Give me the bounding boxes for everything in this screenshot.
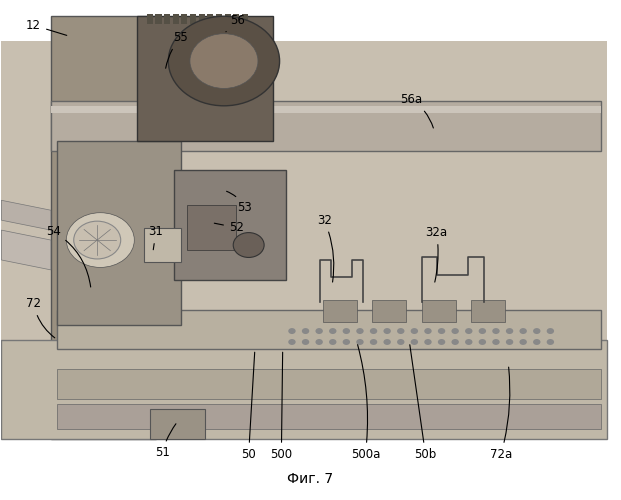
Text: 500a: 500a xyxy=(351,344,380,461)
Circle shape xyxy=(233,232,264,258)
Circle shape xyxy=(329,328,337,334)
Circle shape xyxy=(465,328,473,334)
Text: 12: 12 xyxy=(26,18,66,36)
FancyBboxPatch shape xyxy=(137,16,273,140)
Circle shape xyxy=(302,339,309,345)
Circle shape xyxy=(356,339,364,345)
Circle shape xyxy=(533,328,540,334)
Text: 54: 54 xyxy=(46,225,91,287)
Circle shape xyxy=(329,339,337,345)
Circle shape xyxy=(492,339,500,345)
Text: 50b: 50b xyxy=(410,344,437,461)
Circle shape xyxy=(343,339,350,345)
Circle shape xyxy=(383,328,391,334)
Circle shape xyxy=(479,339,486,345)
FancyBboxPatch shape xyxy=(216,14,222,24)
Text: 32: 32 xyxy=(317,214,334,282)
Circle shape xyxy=(546,328,554,334)
FancyBboxPatch shape xyxy=(199,14,205,24)
Circle shape xyxy=(370,339,378,345)
FancyBboxPatch shape xyxy=(150,409,206,439)
Polygon shape xyxy=(1,200,51,230)
Circle shape xyxy=(546,339,554,345)
Polygon shape xyxy=(1,230,51,270)
Text: 32a: 32a xyxy=(425,226,448,282)
FancyBboxPatch shape xyxy=(57,404,601,429)
Text: 53: 53 xyxy=(227,192,252,214)
FancyBboxPatch shape xyxy=(1,340,607,439)
Text: 500: 500 xyxy=(270,352,292,461)
FancyBboxPatch shape xyxy=(323,300,357,322)
FancyBboxPatch shape xyxy=(51,101,601,150)
FancyBboxPatch shape xyxy=(51,16,156,439)
Circle shape xyxy=(533,339,540,345)
Circle shape xyxy=(370,328,378,334)
Text: 31: 31 xyxy=(148,225,163,250)
Text: 51: 51 xyxy=(155,424,176,460)
FancyBboxPatch shape xyxy=(155,14,161,24)
FancyBboxPatch shape xyxy=(63,101,137,300)
Circle shape xyxy=(519,328,527,334)
FancyBboxPatch shape xyxy=(207,14,214,24)
Circle shape xyxy=(410,328,418,334)
Circle shape xyxy=(66,212,134,268)
Circle shape xyxy=(288,339,296,345)
FancyBboxPatch shape xyxy=(422,300,456,322)
FancyBboxPatch shape xyxy=(181,14,188,24)
Circle shape xyxy=(424,339,432,345)
Circle shape xyxy=(288,328,296,334)
FancyBboxPatch shape xyxy=(173,14,179,24)
FancyBboxPatch shape xyxy=(175,170,286,280)
Circle shape xyxy=(519,339,527,345)
Circle shape xyxy=(302,328,309,334)
Circle shape xyxy=(451,339,459,345)
FancyBboxPatch shape xyxy=(164,14,170,24)
FancyBboxPatch shape xyxy=(1,41,607,439)
FancyBboxPatch shape xyxy=(373,300,406,322)
Text: 52: 52 xyxy=(214,221,244,234)
Text: Фиг. 7: Фиг. 7 xyxy=(288,472,333,486)
Circle shape xyxy=(410,339,418,345)
Circle shape xyxy=(74,221,120,259)
Circle shape xyxy=(506,339,514,345)
FancyBboxPatch shape xyxy=(242,14,248,24)
Circle shape xyxy=(465,339,473,345)
FancyBboxPatch shape xyxy=(57,370,601,399)
FancyBboxPatch shape xyxy=(147,14,153,24)
Circle shape xyxy=(397,339,404,345)
FancyBboxPatch shape xyxy=(57,310,601,350)
Circle shape xyxy=(479,328,486,334)
FancyBboxPatch shape xyxy=(190,14,196,24)
Circle shape xyxy=(383,339,391,345)
Circle shape xyxy=(424,328,432,334)
Circle shape xyxy=(315,339,323,345)
Circle shape xyxy=(397,328,404,334)
Circle shape xyxy=(190,34,258,88)
Text: 72: 72 xyxy=(26,297,55,338)
FancyBboxPatch shape xyxy=(57,140,181,324)
Circle shape xyxy=(451,328,459,334)
Circle shape xyxy=(492,328,500,334)
FancyBboxPatch shape xyxy=(51,106,601,114)
Text: 55: 55 xyxy=(166,31,188,68)
FancyBboxPatch shape xyxy=(233,14,240,24)
Circle shape xyxy=(438,339,445,345)
FancyBboxPatch shape xyxy=(471,300,505,322)
Circle shape xyxy=(168,16,279,106)
Text: 56a: 56a xyxy=(400,94,433,128)
Circle shape xyxy=(438,328,445,334)
Text: 56: 56 xyxy=(226,14,245,32)
Circle shape xyxy=(506,328,514,334)
Circle shape xyxy=(343,328,350,334)
FancyBboxPatch shape xyxy=(143,228,181,262)
Text: 72a: 72a xyxy=(490,367,512,461)
FancyBboxPatch shape xyxy=(225,14,231,24)
Circle shape xyxy=(315,328,323,334)
Circle shape xyxy=(356,328,364,334)
FancyBboxPatch shape xyxy=(187,205,237,250)
Text: 50: 50 xyxy=(242,352,256,461)
